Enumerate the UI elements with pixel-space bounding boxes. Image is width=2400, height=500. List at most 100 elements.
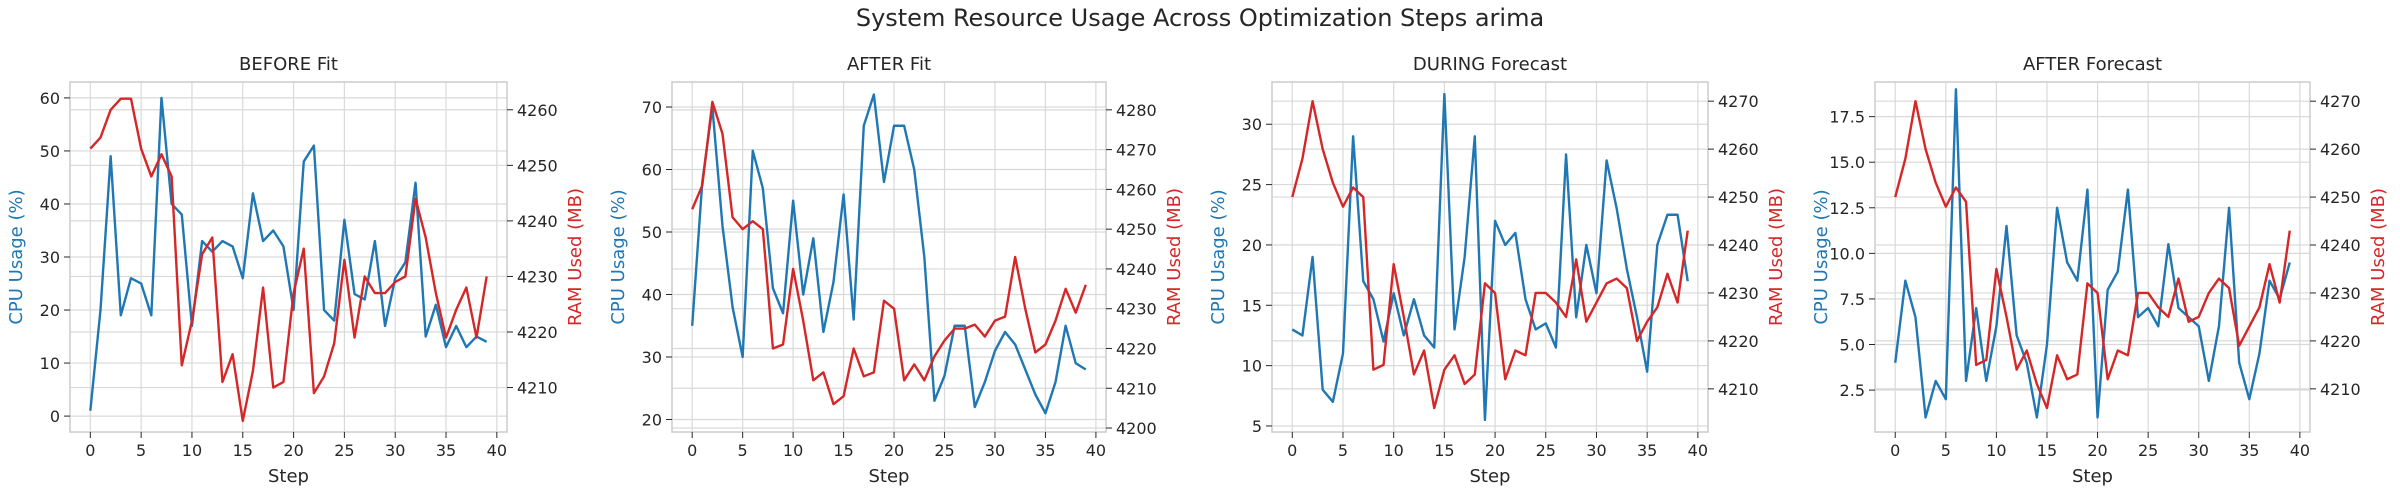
y2-tick-label: 4210 bbox=[1718, 380, 1759, 399]
chart-panel-2: 0 5 10 15 20 25 30 35 40 20 30 40 50 60 70 4200 4210 4220… bbox=[608, 54, 1185, 487]
y-tick-label: 15 bbox=[1242, 296, 1262, 315]
plot-frame bbox=[1874, 81, 2311, 433]
chart-panel-3: 0 5 10 15 20 25 30 35 40 5 10 15 20 25 30 4210 4220 4230 4… bbox=[1208, 54, 1787, 487]
x-tick-label: 15 bbox=[833, 441, 853, 460]
x-tick-label: 30 bbox=[985, 441, 1005, 460]
plot-frame bbox=[671, 81, 1107, 433]
x-tick-label: 0 bbox=[1890, 441, 1900, 460]
y-tick-label: 30 bbox=[40, 248, 60, 267]
y-axis-label: CPU Usage (%) bbox=[1811, 189, 1832, 324]
y2-tick-label: 4210 bbox=[517, 379, 558, 398]
x-tick-label: 20 bbox=[1485, 441, 1505, 460]
y-tick-label: 25 bbox=[1242, 176, 1262, 195]
x-tick-label: 10 bbox=[1986, 441, 2006, 460]
y-tick-label: 70 bbox=[642, 98, 662, 117]
y2-tick-label: 4240 bbox=[517, 212, 558, 231]
panel-title: BEFORE Fit bbox=[239, 54, 338, 75]
y-tick-label: 40 bbox=[40, 195, 60, 214]
y-tick-label: 60 bbox=[40, 89, 60, 108]
y-tick-label: 2.5 bbox=[1840, 381, 1865, 400]
y2-tick-label: 4280 bbox=[1116, 101, 1157, 120]
cpu-series-line bbox=[89, 96, 488, 411]
x-tick-label: 5 bbox=[136, 441, 146, 460]
y2-tick-label: 4200 bbox=[1116, 419, 1157, 438]
x-tick-label: 0 bbox=[687, 441, 697, 460]
y2-tick-label: 4260 bbox=[1718, 140, 1759, 159]
x-tick-label: 25 bbox=[2138, 441, 2158, 460]
y2-tick-label: 4230 bbox=[2320, 284, 2361, 303]
x-tick-label: 10 bbox=[783, 441, 803, 460]
y-tick-label: 40 bbox=[642, 286, 662, 305]
y-tick-label: 10.0 bbox=[1829, 244, 1865, 263]
x-tick-label: 25 bbox=[934, 441, 954, 460]
x-tick-label: 20 bbox=[283, 441, 303, 460]
y-tick-label: 10 bbox=[40, 354, 60, 373]
y2-tick-label: 4270 bbox=[1718, 92, 1759, 111]
y2-tick-label: 4240 bbox=[1116, 260, 1157, 279]
panel-title: AFTER Forecast bbox=[2023, 54, 2162, 75]
y2-tick-label: 4220 bbox=[517, 323, 558, 342]
chart-panel-1: 0 5 10 15 20 25 30 35 40 0 10 20 30 40 50 60 4210 4220 423… bbox=[6, 54, 586, 487]
y2-tick-label: 4230 bbox=[1116, 300, 1157, 319]
x-tick-label: 15 bbox=[2037, 441, 2057, 460]
x-axis-label: Step bbox=[2072, 466, 2113, 487]
x-axis-label: Step bbox=[268, 466, 309, 487]
y-tick-label: 10 bbox=[1242, 357, 1262, 376]
cpu-series-line bbox=[690, 93, 1087, 415]
x-tick-label: 5 bbox=[1941, 441, 1951, 460]
y-tick-label: 20 bbox=[40, 301, 60, 320]
x-tick-label: 0 bbox=[85, 441, 95, 460]
y2-tick-label: 4230 bbox=[517, 267, 558, 286]
x-tick-label: 20 bbox=[2087, 441, 2107, 460]
x-tick-label: 15 bbox=[1434, 441, 1454, 460]
x-tick-label: 30 bbox=[1586, 441, 1606, 460]
figure-title: System Resource Usage Across Optimizatio… bbox=[855, 4, 1545, 32]
y2-tick-label: 4250 bbox=[517, 156, 558, 175]
x-tick-label: 10 bbox=[1383, 441, 1403, 460]
y-tick-label: 50 bbox=[642, 223, 662, 242]
y-tick-label: 20 bbox=[642, 411, 662, 430]
x-tick-label: 25 bbox=[1536, 441, 1556, 460]
y2-tick-label: 4220 bbox=[1718, 332, 1759, 351]
ram-series-line bbox=[691, 100, 1087, 406]
cpu-series-line bbox=[1894, 88, 2291, 419]
x-tick-label: 5 bbox=[738, 441, 748, 460]
y2-tick-label: 4270 bbox=[1116, 141, 1157, 160]
y-tick-label: 0 bbox=[50, 407, 60, 426]
x-tick-label: 40 bbox=[487, 441, 507, 460]
y2-tick-label: 4220 bbox=[2320, 332, 2361, 351]
y-tick-label: 15.0 bbox=[1829, 153, 1865, 172]
y2-axis-label: RAM Used (MB) bbox=[1766, 188, 1787, 326]
ram-series-line bbox=[89, 97, 488, 423]
panel-title: AFTER Fit bbox=[847, 54, 931, 75]
y-axis-label: CPU Usage (%) bbox=[1208, 189, 1229, 324]
y2-tick-label: 4240 bbox=[1718, 236, 1759, 255]
x-tick-label: 20 bbox=[884, 441, 904, 460]
x-axis-label: Step bbox=[1470, 466, 1511, 487]
x-tick-label: 35 bbox=[1637, 441, 1657, 460]
y-tick-label: 60 bbox=[642, 161, 662, 180]
y-tick-label: 30 bbox=[642, 348, 662, 367]
y-axis-label: CPU Usage (%) bbox=[608, 189, 629, 324]
y2-tick-label: 4230 bbox=[1718, 284, 1759, 303]
x-tick-label: 35 bbox=[1035, 441, 1055, 460]
y2-tick-label: 4260 bbox=[1116, 180, 1157, 199]
y-tick-label: 12.5 bbox=[1829, 199, 1865, 218]
y2-tick-label: 4220 bbox=[1116, 339, 1157, 358]
y-tick-label: 17.5 bbox=[1829, 108, 1865, 127]
y-tick-label: 5.0 bbox=[1840, 336, 1865, 355]
y-axis-label: CPU Usage (%) bbox=[6, 189, 27, 324]
x-tick-label: 0 bbox=[1287, 441, 1297, 460]
y2-tick-label: 4240 bbox=[2320, 236, 2361, 255]
panel-title: DURING Forecast bbox=[1413, 54, 1567, 75]
cpu-series-line bbox=[1291, 92, 1689, 422]
y-tick-label: 5 bbox=[1252, 417, 1262, 436]
y2-axis-label: RAM Used (MB) bbox=[565, 188, 586, 326]
y2-tick-label: 4250 bbox=[1718, 188, 1759, 207]
x-tick-label: 35 bbox=[2239, 441, 2259, 460]
y-tick-label: 30 bbox=[1242, 115, 1262, 134]
y2-tick-label: 4270 bbox=[2320, 92, 2361, 111]
chart-panel-4: 0 5 10 15 20 25 30 35 40 2.5 5.0 7.5 10.0 12.5 15.0 17.… bbox=[1811, 54, 2389, 487]
